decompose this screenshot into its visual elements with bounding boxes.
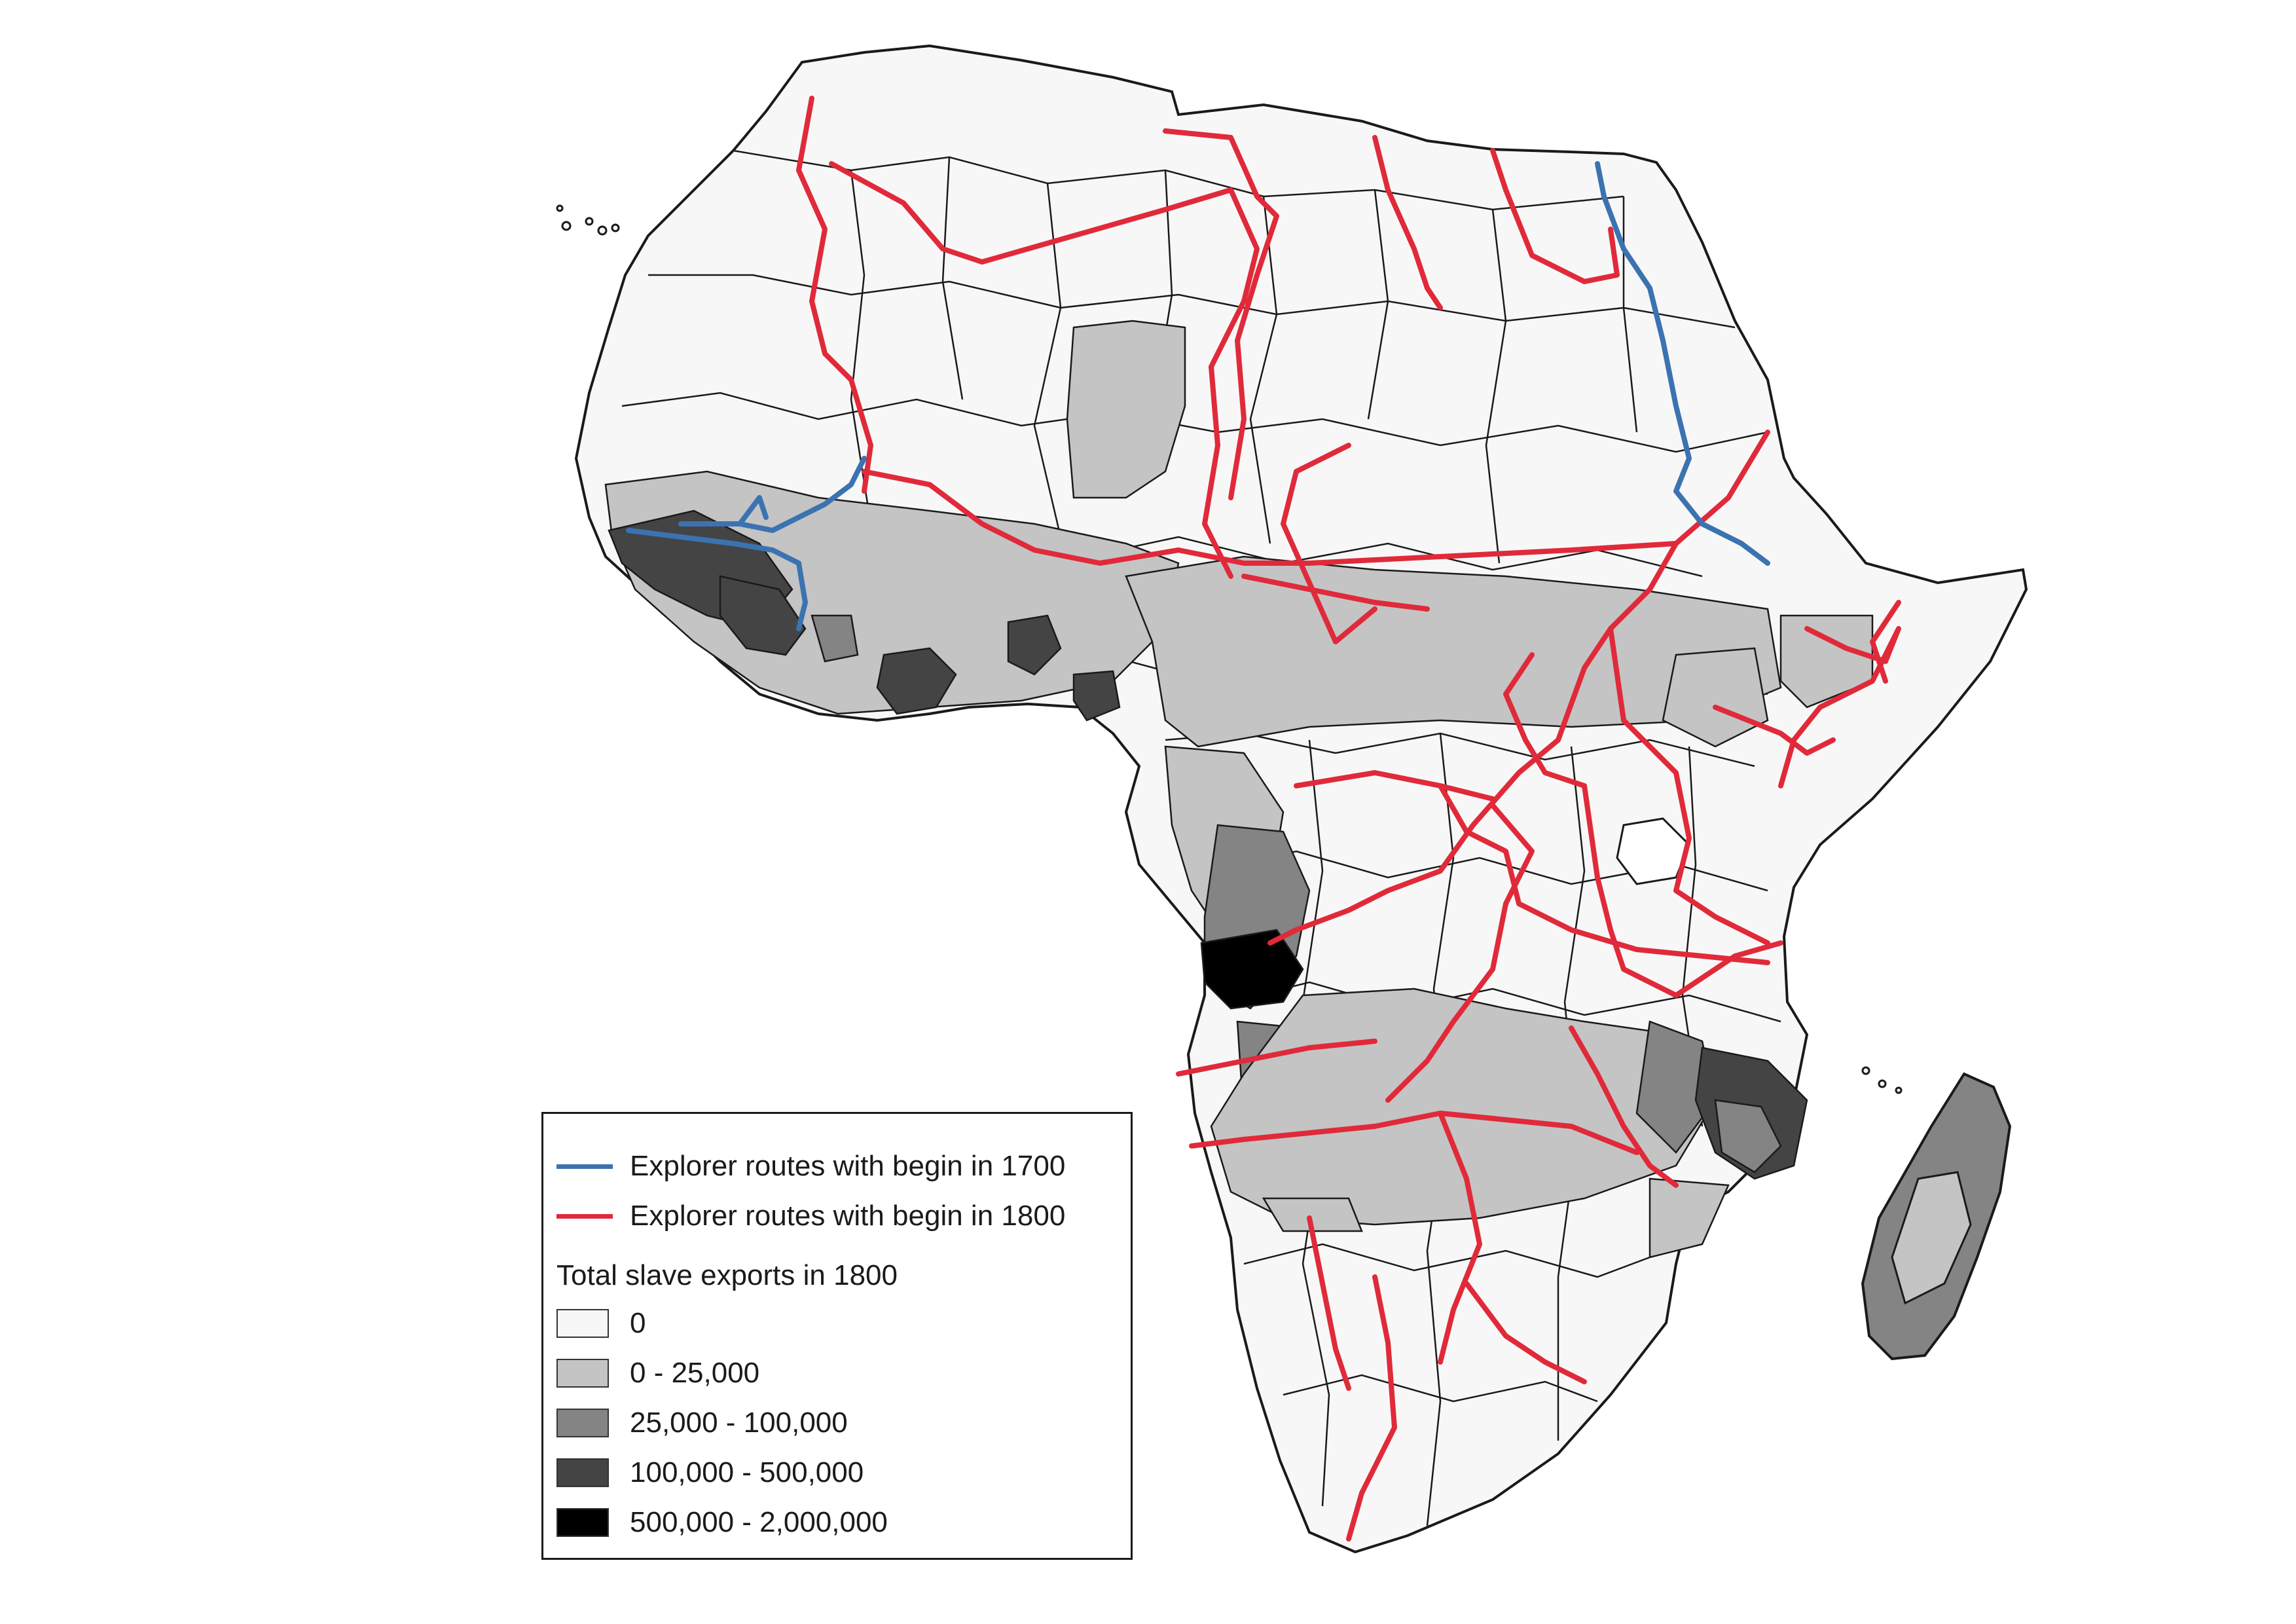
legend-class-2-label: 25,000 - 100,000 [630,1407,848,1439]
canary-islands [556,204,620,236]
legend-route-1700-label: Explorer routes with begin in 1700 [630,1150,1066,1182]
legend-class-0: 0 [556,1304,646,1343]
legend-swatch-3 [556,1458,609,1487]
legend-class-3: 100,000 - 500,000 [556,1453,864,1492]
legend-class-4-label: 500,000 - 2,000,000 [630,1506,888,1538]
legend-swatch-2 [556,1409,609,1437]
legend-title: Total slave exports in 1800 [556,1259,898,1291]
legend-route-1800: Explorer routes with begin in 1800 [556,1196,1065,1236]
legend-line-1700 [556,1164,613,1169]
legend-class-3-label: 100,000 - 500,000 [630,1456,864,1488]
map-legend: Explorer routes with begin in 1700 Explo… [541,1112,1133,1560]
legend-swatch-1 [556,1359,609,1388]
comoros-islands [1861,1066,1903,1094]
legend-swatch-4 [556,1508,609,1537]
legend-class-1-label: 0 - 25,000 [630,1357,760,1389]
legend-class-0-label: 0 [630,1307,646,1339]
routes-1700 [626,161,1770,631]
legend-route-1700: Explorer routes with begin in 1700 [556,1147,1065,1186]
lake-victoria [1616,817,1690,885]
legend-route-1800-label: Explorer routes with begin in 1800 [630,1200,1066,1232]
legend-class-1: 0 - 25,000 [556,1354,759,1393]
legend-line-1800 [556,1213,613,1219]
legend-swatch-0 [556,1309,609,1338]
legend-class-4: 500,000 - 2,000,000 [556,1503,888,1542]
routes-1800 [796,96,1901,1541]
export-regions [604,320,1874,1259]
legend-class-2: 25,000 - 100,000 [556,1403,848,1443]
